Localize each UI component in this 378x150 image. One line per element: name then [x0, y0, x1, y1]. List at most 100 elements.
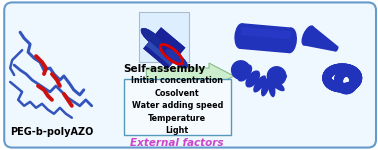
Ellipse shape: [328, 64, 340, 75]
Ellipse shape: [351, 75, 361, 88]
Ellipse shape: [334, 74, 344, 81]
Ellipse shape: [336, 63, 350, 73]
Ellipse shape: [338, 63, 351, 73]
Ellipse shape: [339, 69, 348, 77]
Ellipse shape: [322, 71, 332, 84]
Ellipse shape: [335, 73, 345, 80]
Ellipse shape: [352, 73, 362, 86]
Ellipse shape: [323, 68, 333, 80]
Polygon shape: [146, 41, 174, 66]
Ellipse shape: [284, 27, 297, 53]
Ellipse shape: [350, 67, 361, 79]
Ellipse shape: [349, 77, 358, 85]
Ellipse shape: [347, 65, 359, 77]
Ellipse shape: [348, 82, 358, 89]
Text: Initial concentration
Cosolvent
Water adding speed
Temperature
Light: Initial concentration Cosolvent Water ad…: [131, 76, 223, 135]
Ellipse shape: [266, 66, 287, 86]
Ellipse shape: [341, 64, 354, 74]
Ellipse shape: [349, 66, 360, 78]
Ellipse shape: [345, 85, 355, 93]
Ellipse shape: [353, 71, 362, 85]
Ellipse shape: [349, 72, 357, 81]
Ellipse shape: [338, 83, 351, 93]
Ellipse shape: [322, 73, 332, 86]
Ellipse shape: [350, 67, 361, 80]
Ellipse shape: [331, 82, 344, 92]
Ellipse shape: [338, 70, 347, 77]
Ellipse shape: [340, 68, 349, 77]
FancyBboxPatch shape: [139, 12, 189, 62]
Ellipse shape: [349, 72, 357, 81]
Ellipse shape: [346, 80, 358, 91]
Ellipse shape: [234, 23, 248, 49]
Ellipse shape: [348, 70, 355, 80]
Polygon shape: [146, 63, 234, 89]
Ellipse shape: [346, 84, 356, 91]
Ellipse shape: [349, 80, 358, 87]
Polygon shape: [241, 27, 291, 39]
FancyBboxPatch shape: [4, 2, 376, 148]
Ellipse shape: [348, 79, 359, 90]
Ellipse shape: [352, 69, 362, 82]
Ellipse shape: [339, 83, 345, 93]
Ellipse shape: [335, 80, 343, 88]
Ellipse shape: [327, 80, 339, 91]
Ellipse shape: [336, 81, 344, 90]
Ellipse shape: [335, 83, 349, 93]
Ellipse shape: [335, 63, 349, 73]
Ellipse shape: [323, 74, 333, 87]
Ellipse shape: [336, 82, 344, 91]
Ellipse shape: [346, 65, 358, 76]
Ellipse shape: [340, 64, 353, 74]
Ellipse shape: [325, 66, 336, 78]
Ellipse shape: [353, 71, 362, 84]
Polygon shape: [303, 26, 338, 52]
Ellipse shape: [349, 71, 356, 81]
Ellipse shape: [348, 81, 358, 88]
Ellipse shape: [349, 78, 359, 86]
Ellipse shape: [325, 79, 337, 90]
Ellipse shape: [327, 65, 339, 76]
Ellipse shape: [352, 69, 362, 81]
Ellipse shape: [349, 76, 358, 84]
Ellipse shape: [339, 83, 352, 92]
Ellipse shape: [325, 65, 337, 77]
Ellipse shape: [333, 63, 346, 73]
Ellipse shape: [335, 73, 344, 80]
Ellipse shape: [322, 70, 332, 83]
Ellipse shape: [322, 74, 332, 86]
Ellipse shape: [326, 65, 338, 76]
Ellipse shape: [165, 49, 187, 68]
Polygon shape: [240, 23, 291, 53]
Ellipse shape: [352, 70, 362, 83]
Ellipse shape: [268, 74, 287, 84]
Ellipse shape: [333, 83, 346, 93]
Ellipse shape: [330, 82, 342, 92]
Ellipse shape: [334, 63, 347, 73]
Ellipse shape: [336, 71, 346, 78]
Ellipse shape: [335, 72, 345, 79]
Ellipse shape: [324, 77, 335, 90]
Ellipse shape: [345, 85, 353, 93]
Ellipse shape: [245, 70, 260, 88]
Ellipse shape: [339, 84, 346, 94]
Ellipse shape: [340, 82, 353, 92]
Ellipse shape: [349, 78, 360, 90]
Ellipse shape: [331, 64, 344, 74]
Ellipse shape: [347, 79, 359, 91]
Ellipse shape: [329, 64, 341, 75]
Ellipse shape: [337, 70, 346, 78]
Ellipse shape: [237, 64, 252, 82]
Ellipse shape: [324, 66, 335, 78]
Text: Self-assembly: Self-assembly: [123, 64, 205, 74]
Ellipse shape: [322, 72, 332, 85]
Ellipse shape: [348, 69, 355, 79]
Ellipse shape: [344, 81, 356, 92]
Ellipse shape: [353, 72, 362, 85]
Ellipse shape: [343, 68, 351, 77]
Ellipse shape: [334, 83, 347, 93]
Text: PEG-b-polyAZO: PEG-b-polyAZO: [10, 127, 94, 137]
Ellipse shape: [302, 25, 314, 46]
Ellipse shape: [328, 81, 340, 92]
Ellipse shape: [349, 75, 358, 83]
